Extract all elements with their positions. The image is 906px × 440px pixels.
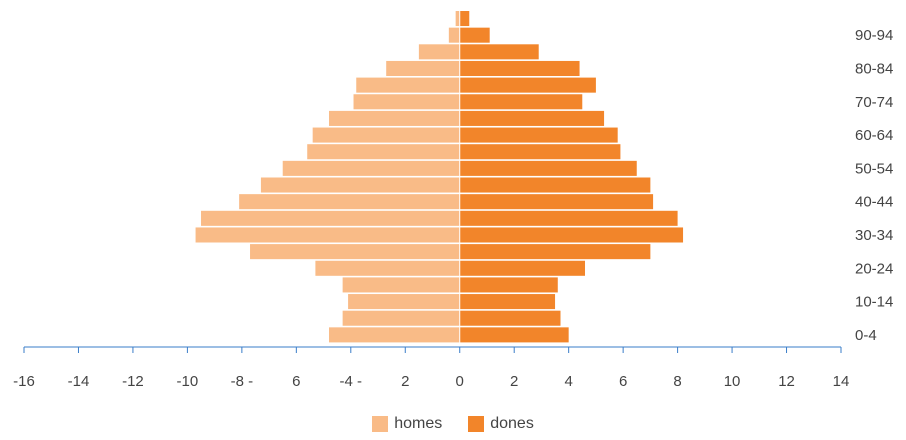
bar-homes-95-99[interactable] xyxy=(455,11,460,27)
bar-dones-55-59[interactable] xyxy=(459,144,621,160)
bar-dones-70-74[interactable] xyxy=(459,94,583,110)
bar-dones-45-49[interactable] xyxy=(459,177,651,193)
bar-homes-35-39[interactable] xyxy=(201,210,460,226)
category-label-50-54: 50-54 xyxy=(855,160,893,177)
bar-homes-50-54[interactable] xyxy=(282,160,460,176)
bar-homes-45-49[interactable] xyxy=(260,177,460,193)
x-tick-label: -8 - xyxy=(231,373,254,390)
x-tick-label: 2 xyxy=(401,373,409,390)
category-label-20-24: 20-24 xyxy=(855,260,893,277)
bar-dones-20-24[interactable] xyxy=(459,260,586,276)
bar-dones-40-44[interactable] xyxy=(459,194,654,210)
legend-label-homes: homes xyxy=(394,415,443,432)
bar-homes-25-29[interactable] xyxy=(250,244,460,260)
category-label-60-64: 60-64 xyxy=(855,127,893,144)
x-tick-label: 12 xyxy=(778,373,795,390)
bar-dones-35-39[interactable] xyxy=(459,210,678,226)
bar-homes-75-79[interactable] xyxy=(356,77,460,93)
bar-homes-65-69[interactable] xyxy=(329,110,460,126)
bars-group xyxy=(195,11,684,347)
x-tick-label: 6 xyxy=(292,373,300,390)
bar-dones-25-29[interactable] xyxy=(459,244,651,260)
x-tick-label: -10 xyxy=(177,373,199,390)
bar-dones-10-14[interactable] xyxy=(459,294,556,310)
bar-dones-80-84[interactable] xyxy=(459,60,580,76)
bar-dones-85-89[interactable] xyxy=(459,44,539,60)
bar-dones-90-94[interactable] xyxy=(459,27,490,43)
bar-homes-60-64[interactable] xyxy=(312,127,460,143)
bar-dones-60-64[interactable] xyxy=(459,127,618,143)
bar-homes-80-84[interactable] xyxy=(386,60,460,76)
legend-swatch-dones xyxy=(468,416,485,432)
bar-homes-90-94[interactable] xyxy=(448,27,460,43)
x-tick-label: 0 xyxy=(456,373,464,390)
bar-homes-55-59[interactable] xyxy=(307,144,460,160)
legend-item-dones[interactable]: dones xyxy=(468,415,534,433)
legend-swatch-homes xyxy=(372,416,389,432)
bar-dones-0-4[interactable] xyxy=(459,327,569,343)
category-label-80-84: 80-84 xyxy=(855,60,893,77)
bar-dones-5-9[interactable] xyxy=(459,310,561,326)
category-label-30-34: 30-34 xyxy=(855,227,893,244)
x-tick-label: -4 - xyxy=(340,373,363,390)
bar-dones-15-19[interactable] xyxy=(459,277,558,293)
x-axis: -16 -14 -12 -10 -8 - 6 -4 - 2 0 2 4 6 8 10 12 14 xyxy=(13,346,850,390)
population-pyramid-chart: 0-410-1420-2430-3440-4450-5460-6470-7480… xyxy=(13,11,893,390)
x-tick-label: -14 xyxy=(68,373,90,390)
category-labels: 0-4 10-14 20-24 30-34 40-44 50-54 60-64 70-74 80… xyxy=(855,27,893,344)
bar-homes-15-19[interactable] xyxy=(342,277,460,293)
x-tick-label: 6 xyxy=(619,373,627,390)
bar-homes-10-14[interactable] xyxy=(348,294,460,310)
bar-dones-30-34[interactable] xyxy=(459,227,684,243)
x-tick-label: -16 xyxy=(13,373,35,390)
category-label-40-44: 40-44 xyxy=(855,194,893,211)
bar-dones-50-54[interactable] xyxy=(459,160,637,176)
x-tick-label: 10 xyxy=(724,373,741,390)
category-label-10-14: 10-14 xyxy=(855,294,893,311)
bar-dones-75-79[interactable] xyxy=(459,77,596,93)
x-tick-label: 4 xyxy=(564,373,572,390)
bar-dones-95-99[interactable] xyxy=(459,11,470,27)
bar-dones-65-69[interactable] xyxy=(459,110,605,126)
legend-label-dones: dones xyxy=(490,415,534,432)
bar-homes-30-34[interactable] xyxy=(195,227,460,243)
bar-homes-40-44[interactable] xyxy=(239,194,460,210)
bar-homes-5-9[interactable] xyxy=(342,310,460,326)
x-tick-label: -12 xyxy=(122,373,144,390)
category-label-0-4: 0-4 xyxy=(855,327,877,344)
bar-homes-70-74[interactable] xyxy=(353,94,460,110)
bar-homes-20-24[interactable] xyxy=(315,260,460,276)
x-tick-label: 8 xyxy=(673,373,681,390)
bar-homes-85-89[interactable] xyxy=(418,44,460,60)
x-tick-label: 2 xyxy=(510,373,518,390)
category-label-90-94: 90-94 xyxy=(855,27,893,44)
bar-homes-0-4[interactable] xyxy=(329,327,460,343)
x-tick-label: 14 xyxy=(833,373,850,390)
category-label-70-74: 70-74 xyxy=(855,94,893,111)
legend: homes dones xyxy=(0,412,906,436)
legend-item-homes[interactable]: homes xyxy=(372,415,442,433)
